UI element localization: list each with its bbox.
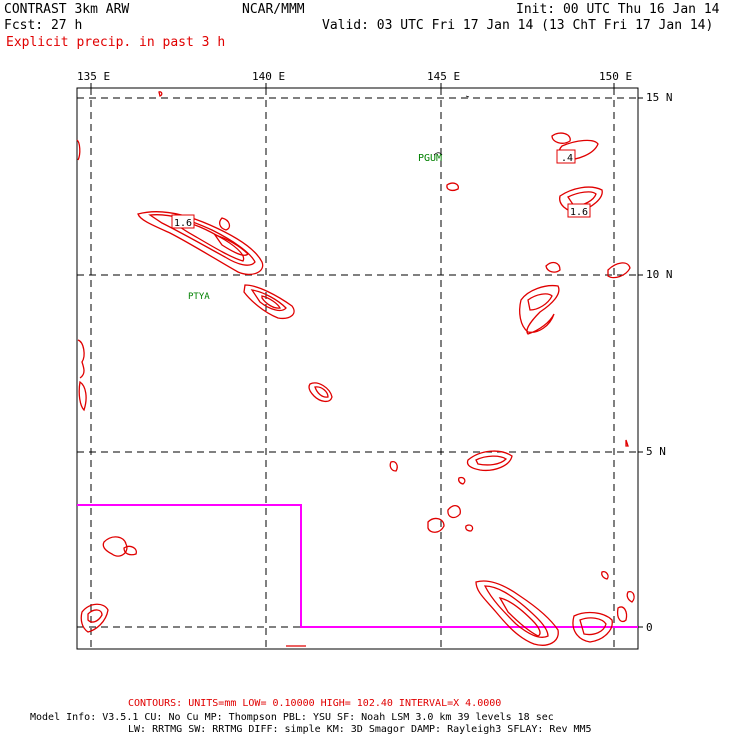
precip-cell [102,536,128,557]
precip-cell [616,606,628,623]
precip-cell [527,293,553,311]
contour-label-box [171,214,195,229]
lat-label-5n: 5 N [646,445,666,458]
precip-cell [446,182,459,192]
model-info-line1: Model Info: V3.5.1 CU: No Cu MP: Thompso… [30,712,554,723]
forecast-hour: Fcst: 27 h [4,18,83,33]
precip-cell [551,132,571,144]
precip-cell [465,524,474,532]
nest-domain-boundary [77,504,638,628]
organization-label: NCAR/MMM [242,2,305,17]
contour-label-text: 1.6 [174,218,192,229]
lat-label-15n: 15 N [646,91,673,104]
precip-cell [498,597,541,637]
precip-cell [87,609,103,623]
precip-cell [475,580,559,646]
precip-cell [607,262,631,279]
lon-label-150: 150 E [599,70,633,83]
island-outline [433,152,443,156]
model-title: CONTRAST 3km ARW [4,2,130,17]
precip-cell [174,219,245,262]
precip-cell [123,545,137,556]
precip-cell [261,295,281,309]
precip-cell [389,460,398,472]
precip-cell [76,139,81,161]
contour-label-text: 1.6 [570,207,588,218]
precip-cell [625,439,629,447]
precip-cell [466,450,513,472]
lat-lon-grid [77,88,638,649]
precip-cell [80,603,109,633]
precip-contours [76,91,635,647]
precip-cell [314,386,329,398]
contour-label-box [556,149,576,164]
precip-cell [243,284,295,320]
lat-label-10n: 10 N [646,268,673,281]
precip-cell [483,585,549,638]
island-outline [465,95,470,98]
contour-label-text: .4 [561,153,573,164]
init-time: Init: 00 UTC Thu 16 Jan 14 [516,2,720,17]
map-frame [76,87,639,650]
model-info-line2: LW: RRTMG SW: RRTMG DIFF: simple KM: 3D … [128,724,592,735]
axis-ticks [90,83,643,628]
precip-cell [137,211,264,276]
precip-cell [601,570,609,580]
precip-cell [213,233,249,256]
precip-cell [250,289,287,312]
coastline-marks [433,95,470,156]
precip-cell [519,284,560,335]
lon-label-140: 140 E [252,70,286,83]
precip-cell [308,382,333,403]
precip-cell [427,517,445,533]
lon-label-145: 145 E [427,70,461,83]
precip-cell [579,617,607,636]
precip-cell [559,186,603,213]
precip-cell [158,91,163,97]
contour-label-box [567,203,591,218]
precip-cell [545,261,561,273]
lon-label-135: 135 E [77,70,111,83]
precip-cell [457,476,466,485]
precip-cell [219,217,231,231]
contour-labels [171,149,591,229]
precip-cell [77,339,85,379]
precip-cell [475,455,508,466]
station-label-ptya: PTYA [188,292,210,302]
field-title: Explicit precip. in past 3 h [6,35,226,50]
precip-cell [572,611,613,643]
precip-cell [78,380,87,412]
station-label-pgum: PGUM [418,153,442,164]
contours-info: CONTOURS: UNITS=mm LOW= 0.10000 HIGH= 10… [128,698,502,709]
precip-cell [447,505,461,519]
valid-time: Valid: 03 UTC Fri 17 Jan 14 (13 ChT Fri … [322,18,714,33]
precip-cell [626,591,635,603]
lat-label-0: 0 [646,621,653,634]
